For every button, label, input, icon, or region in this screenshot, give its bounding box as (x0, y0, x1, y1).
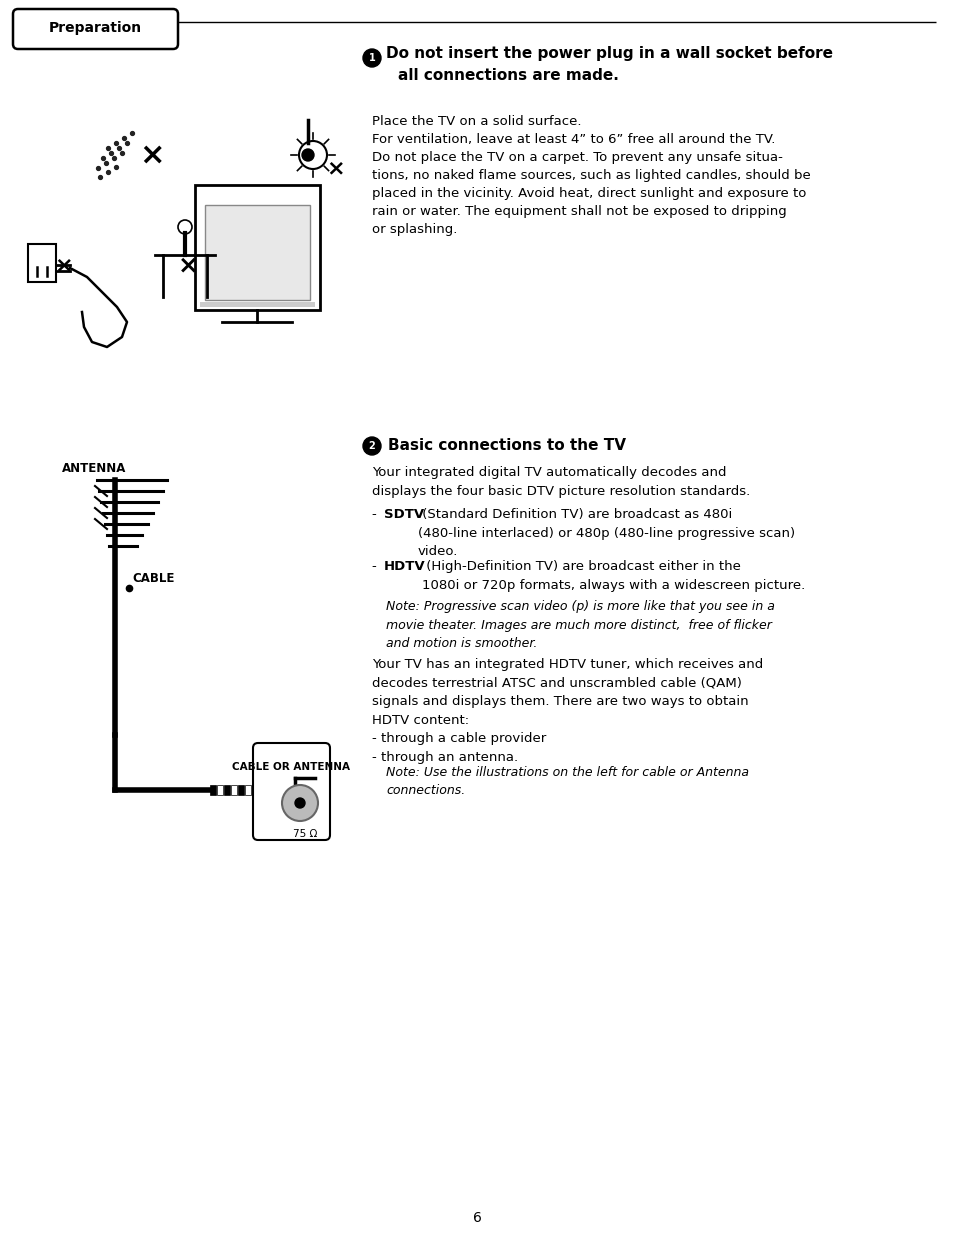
FancyBboxPatch shape (13, 9, 178, 49)
Text: CABLE: CABLE (132, 572, 174, 585)
Text: 1: 1 (368, 53, 375, 63)
Text: Your integrated digital TV automatically decodes and
displays the four basic DTV: Your integrated digital TV automatically… (372, 466, 749, 498)
Text: Note: Use the illustrations on the left for cable or Antenna
connections.: Note: Use the illustrations on the left … (386, 766, 748, 798)
Text: 2: 2 (368, 441, 375, 451)
Bar (28, 245, 56, 282)
Bar (205, 205, 310, 300)
Text: Place the TV on a solid surface.: Place the TV on a solid surface. (372, 115, 581, 128)
Text: Your TV has an integrated HDTV tuner, which receives and
decodes terrestrial ATS: Your TV has an integrated HDTV tuner, wh… (372, 658, 762, 763)
Text: For ventilation, leave at least 4” to 6” free all around the TV.: For ventilation, leave at least 4” to 6”… (372, 133, 775, 146)
Bar (231, 785, 236, 795)
Bar (245, 785, 251, 795)
Bar (224, 785, 230, 795)
Circle shape (282, 785, 317, 821)
Circle shape (363, 49, 380, 67)
Text: ×: × (326, 158, 345, 178)
Text: (Standard Definition TV) are broadcast as 480i
(480-line interlaced) or 480p (48: (Standard Definition TV) are broadcast a… (417, 508, 794, 558)
Text: tions, no naked flame sources, such as lighted candles, should be: tions, no naked flame sources, such as l… (372, 169, 810, 182)
Text: HDTV: HDTV (384, 559, 425, 573)
Bar (194, 185, 319, 310)
Text: 6: 6 (472, 1212, 481, 1225)
Circle shape (294, 798, 305, 808)
Bar (210, 785, 215, 795)
Bar (237, 785, 244, 795)
Circle shape (178, 220, 192, 233)
Text: Do not place the TV on a carpet. To prevent any unsafe situa-: Do not place the TV on a carpet. To prev… (372, 151, 782, 164)
Circle shape (363, 437, 380, 454)
Text: rain or water. The equipment shall not be exposed to dripping: rain or water. The equipment shall not b… (372, 205, 786, 219)
Text: Basic connections to the TV: Basic connections to the TV (388, 438, 625, 453)
FancyBboxPatch shape (253, 743, 330, 840)
Bar (216, 785, 223, 795)
Text: all connections are made.: all connections are made. (397, 68, 618, 83)
Text: ×: × (177, 253, 198, 277)
Circle shape (302, 149, 314, 161)
Text: (High-Definition TV) are broadcast either in the
1080i or 720p formats, always w: (High-Definition TV) are broadcast eithe… (421, 559, 804, 592)
Text: SDTV: SDTV (384, 508, 424, 521)
Text: ANTENNA: ANTENNA (62, 462, 126, 475)
Circle shape (298, 141, 327, 169)
Text: Preparation: Preparation (49, 21, 141, 35)
Text: placed in the vicinity. Avoid heat, direct sunlight and exposure to: placed in the vicinity. Avoid heat, dire… (372, 186, 805, 200)
Text: -: - (372, 559, 380, 573)
Text: -: - (372, 508, 380, 521)
Text: ×: × (139, 141, 165, 169)
Text: ×: × (54, 254, 73, 275)
Text: Do not insert the power plug in a wall socket before: Do not insert the power plug in a wall s… (386, 46, 832, 61)
Text: or splashing.: or splashing. (372, 224, 456, 236)
Text: 75 Ω: 75 Ω (293, 829, 316, 839)
Text: CABLE OR ANTENNA: CABLE OR ANTENNA (232, 762, 350, 772)
Text: Note: Progressive scan video (p) is more like that you see in a
movie theater. I: Note: Progressive scan video (p) is more… (386, 600, 774, 650)
Bar (200, 303, 314, 308)
